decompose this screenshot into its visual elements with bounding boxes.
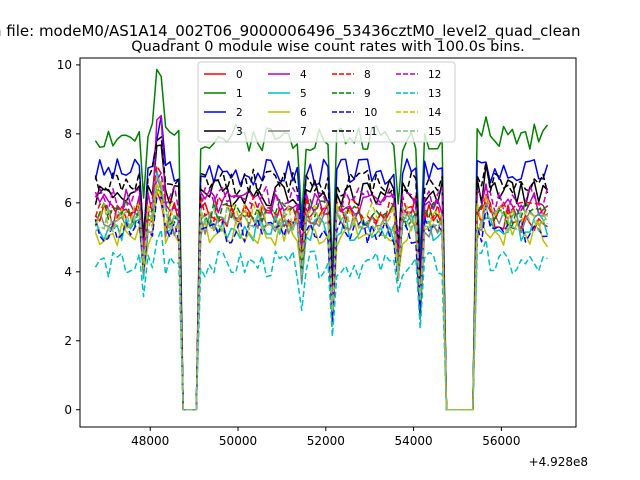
legend-label-14: 14 [428,107,442,119]
legend-label-10: 10 [364,107,377,119]
legend-label-12: 12 [428,69,441,81]
x-offset-label: +4.928e8 [529,455,588,469]
figure-suptitle: n file: modeM0/AS1A14_002T06_9000006496_… [0,22,581,41]
legend-frame [197,61,456,143]
series-line-11 [94,136,549,411]
y-tick-label: 10 [57,58,72,72]
legend-label-6: 6 [300,107,307,119]
chart-title: Quadrant 0 module wise count rates with … [131,39,525,55]
legend-label-8: 8 [364,69,371,81]
legend-label-3: 3 [236,126,243,138]
y-tick-label: 8 [64,127,72,141]
legend-label-13: 13 [428,88,441,100]
legend-label-1: 1 [236,88,243,100]
plot-frame [79,57,577,428]
y-tick-label: 0 [64,403,72,417]
x-tick-label: 50000 [219,434,257,448]
series-line-14 [94,183,549,411]
series-line-12 [94,172,549,411]
series-line-9 [94,187,549,411]
x-tick-label: 48000 [131,434,169,448]
legend-label-4: 4 [300,69,307,81]
y-tick-label: 4 [64,265,72,279]
y-tick-label: 2 [64,334,72,348]
series-line-15 [94,175,549,411]
legend-label-11: 11 [364,126,377,138]
y-tick-label: 6 [64,196,72,210]
legend-label-5: 5 [300,88,307,100]
legend-label-2: 2 [236,107,243,119]
x-tick-label: 54000 [394,434,432,448]
legend-label-9: 9 [364,88,371,100]
x-tick-label: 56000 [482,434,520,448]
series-layer [94,68,549,411]
legend-label-0: 0 [236,69,243,81]
legend-label-15: 15 [428,126,441,138]
legend-label-7: 7 [300,126,307,138]
x-tick-label: 52000 [307,434,345,448]
